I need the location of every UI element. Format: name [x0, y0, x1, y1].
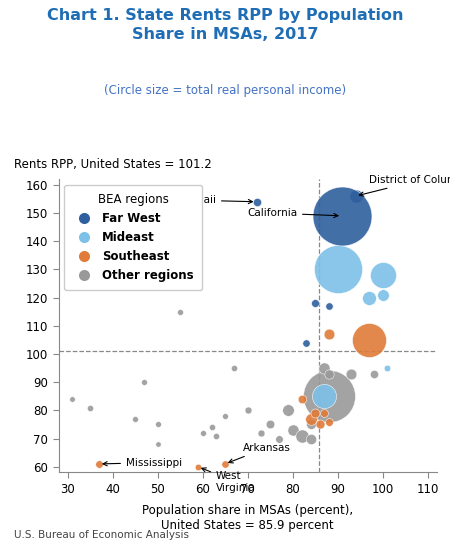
Point — [253, 198, 260, 206]
Point — [212, 431, 220, 440]
Text: Hawaii: Hawaii — [181, 195, 252, 205]
Point — [320, 364, 328, 372]
Point — [289, 426, 296, 434]
Point — [379, 291, 386, 299]
Point — [325, 302, 332, 311]
Text: U.S. Bureau of Economic Analysis: U.S. Bureau of Economic Analysis — [14, 531, 189, 540]
Text: California: California — [247, 208, 338, 218]
Point — [194, 463, 202, 471]
Point — [325, 418, 332, 426]
Point — [383, 364, 391, 372]
X-axis label: Population share in MSAs (percent),
United States = 85.9 percent: Population share in MSAs (percent), Unit… — [142, 504, 353, 532]
Point — [325, 392, 332, 401]
Text: Arkansas: Arkansas — [229, 443, 291, 463]
Legend: Far West, Mideast, Southeast, Other regions: Far West, Mideast, Southeast, Other regi… — [64, 185, 202, 290]
Text: Mississippi: Mississippi — [103, 458, 182, 468]
Point — [302, 338, 310, 347]
Point — [230, 364, 238, 372]
Point — [338, 211, 346, 220]
Point — [199, 428, 206, 437]
Point — [311, 409, 319, 418]
Point — [325, 330, 332, 339]
Text: (Circle size = total real personal income): (Circle size = total real personal incom… — [104, 84, 346, 97]
Point — [298, 395, 305, 403]
Point — [284, 406, 292, 415]
Point — [154, 440, 161, 449]
Point — [140, 378, 148, 387]
Point — [131, 414, 139, 423]
Point — [320, 409, 328, 418]
Point — [325, 369, 332, 378]
Point — [244, 406, 251, 415]
Point — [154, 420, 161, 429]
Point — [176, 307, 184, 316]
Point — [86, 403, 94, 412]
Point — [307, 414, 314, 423]
Point — [307, 420, 314, 429]
Point — [221, 412, 229, 420]
Text: Rents RPP, United States = 101.2: Rents RPP, United States = 101.2 — [14, 158, 211, 171]
Point — [347, 369, 355, 378]
Point — [379, 271, 386, 280]
Point — [320, 392, 328, 401]
Point — [298, 431, 305, 440]
Point — [316, 420, 323, 429]
Point — [365, 336, 373, 344]
Point — [370, 369, 377, 378]
Point — [365, 293, 373, 302]
Text: West
Virginia: West Virginia — [202, 468, 256, 493]
Point — [221, 459, 229, 468]
Text: Chart 1. State Rents RPP by Population
Share in MSAs, 2017: Chart 1. State Rents RPP by Population S… — [47, 8, 403, 42]
Point — [257, 428, 265, 437]
Point — [266, 420, 274, 429]
Point — [95, 459, 103, 468]
Point — [68, 395, 76, 403]
Point — [275, 434, 283, 443]
Point — [208, 423, 215, 432]
Text: District of Columbia: District of Columbia — [360, 175, 450, 196]
Point — [352, 192, 359, 200]
Point — [307, 434, 314, 443]
Point — [176, 265, 184, 274]
Point — [334, 265, 341, 274]
Point — [311, 299, 319, 307]
